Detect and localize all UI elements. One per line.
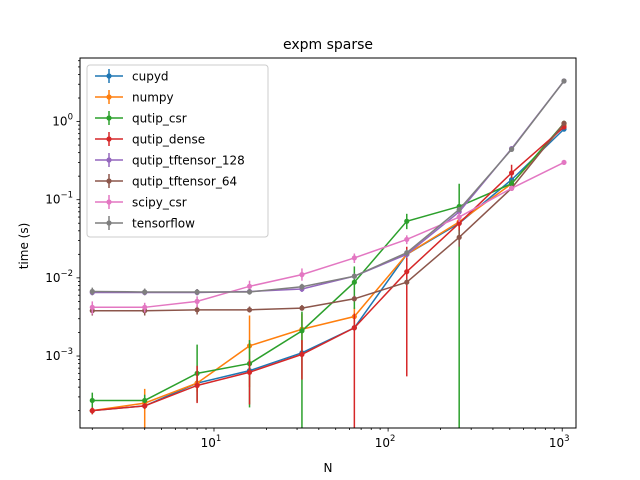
legend-swatch-marker	[106, 178, 112, 184]
data-point-scipy_csr-9	[561, 159, 567, 166]
data-point-qutip_csr-0	[89, 397, 95, 404]
data-point-qutip_csr-1	[142, 397, 148, 404]
data-point-qutip_tftensor_64-2	[194, 307, 200, 313]
data-point-scipy_csr-6	[404, 236, 410, 243]
data-point-tensorflow-6	[404, 250, 410, 256]
legend-label-qutip_tftensor_64: qutip_tftensor_64	[132, 175, 237, 189]
data-point-qutip_dense-6	[404, 269, 410, 275]
legend-label-qutip_dense: qutip_dense	[132, 133, 205, 147]
legend-entry-scipy_csr: scipy_csr	[95, 195, 187, 210]
series-line-qutip_dense	[92, 126, 565, 412]
data-point-qutip_tftensor_64-6	[404, 279, 410, 285]
legend-label-qutip_tftensor_128: qutip_tftensor_128	[132, 154, 245, 168]
legend: cupyd numpy qutip_csr qutip_dense qutip_tfte…	[86, 64, 269, 238]
legend-label-scipy_csr: scipy_csr	[132, 196, 187, 210]
y-axis-label: time (s)	[17, 223, 31, 270]
legend-entry-qutip_tftensor_128: qutip_tftensor_128	[95, 153, 245, 168]
data-point-scipy_csr-2	[194, 298, 200, 304]
y-tick-label-0.001: 10−3	[45, 347, 73, 363]
data-point-tensorflow-8	[508, 146, 515, 153]
data-point-tensorflow-7	[456, 206, 462, 213]
data-point-tensorflow-1	[142, 289, 148, 295]
legend-box	[86, 64, 269, 238]
data-point-qutip_csr-8	[508, 181, 515, 187]
data-point-scipy_csr-5	[351, 255, 357, 261]
data-point-qutip_dense-7	[456, 220, 462, 226]
data-point-tensorflow-5	[351, 273, 357, 279]
data-point-tensorflow-3	[246, 289, 253, 295]
data-point-scipy_csr-4	[299, 272, 305, 278]
x-tick-label-100: 102	[375, 434, 396, 450]
legend-swatch-marker	[106, 115, 112, 121]
data-point-tensorflow-4	[299, 284, 305, 290]
legend-entry-qutip_tftensor_64: qutip_tftensor_64	[95, 174, 237, 189]
data-point-qutip_csr-6	[404, 218, 410, 224]
data-point-qutip_dense-1	[142, 403, 148, 409]
data-point-qutip_tftensor_64-9	[561, 120, 567, 126]
legend-swatch-marker	[106, 157, 112, 163]
data-point-scipy_csr-1	[142, 304, 148, 310]
chart-title: expm sparse	[283, 37, 373, 53]
legend-swatch-marker	[106, 220, 112, 226]
series-line-qutip_tftensor_64	[92, 122, 565, 312]
series-tensorflow	[89, 78, 567, 296]
x-tick-label-1000: 103	[549, 434, 570, 450]
series-line-scipy_csr	[92, 161, 565, 309]
legend-swatch-marker	[106, 73, 112, 79]
data-point-qutip_dense-4	[299, 351, 305, 357]
legend-label-qutip_csr: qutip_csr	[132, 112, 187, 126]
legend-entry-tensorflow: tensorflow	[95, 216, 195, 231]
series-line-qutip_csr	[92, 122, 565, 402]
data-point-qutip_tftensor_64-3	[246, 307, 253, 313]
data-point-scipy_csr-8	[508, 185, 515, 191]
legend-entry-qutip_csr: qutip_csr	[95, 111, 187, 126]
data-point-qutip_dense-0	[89, 408, 95, 414]
data-point-scipy_csr-3	[246, 283, 253, 289]
data-point-scipy_csr-0	[89, 304, 95, 310]
data-point-tensorflow-2	[194, 289, 200, 295]
data-point-qutip_csr-5	[351, 279, 357, 285]
legend-swatch-marker	[106, 136, 112, 142]
legend-entry-cupyd: cupyd	[95, 69, 169, 84]
series-line-tensorflow	[92, 80, 565, 293]
series-qutip_dense	[89, 124, 567, 428]
legend-swatch-marker	[106, 199, 112, 205]
legend-label-tensorflow: tensorflow	[132, 217, 195, 231]
legend-label-cupyd: cupyd	[132, 70, 169, 84]
plot-series-group	[89, 78, 567, 428]
y-tick-label-0.1: 10−1	[45, 191, 73, 207]
data-point-qutip_dense-5	[351, 325, 357, 331]
data-point-qutip_dense-2	[194, 382, 200, 389]
data-point-qutip_tftensor_64-5	[351, 296, 357, 302]
y-tick-label-0.01: 10−2	[45, 269, 73, 285]
x-axis-label: N	[324, 461, 333, 475]
data-point-qutip_tftensor_64-7	[456, 234, 462, 240]
data-point-qutip_csr-4	[299, 328, 305, 334]
legend-entry-qutip_dense: qutip_dense	[95, 132, 205, 147]
series-scipy_csr	[89, 159, 567, 315]
x-tick-label-10: 101	[201, 434, 222, 450]
legend-label-numpy: numpy	[132, 91, 174, 105]
data-point-tensorflow-9	[561, 78, 567, 84]
data-point-tensorflow-0	[89, 288, 95, 295]
axis-ticks-group: 101 102 103 10−3 10−2 10−1 100	[45, 60, 570, 450]
plot-area-frame	[79, 57, 577, 429]
data-point-qutip_dense-3	[246, 369, 253, 375]
legend-swatch-marker	[106, 94, 112, 100]
data-point-qutip_dense-8	[508, 170, 515, 176]
data-point-qutip_tftensor_64-4	[299, 305, 305, 311]
y-tick-label-1: 100	[52, 113, 73, 129]
legend-entry-numpy: numpy	[95, 90, 174, 105]
data-point-scipy_csr-7	[456, 214, 462, 220]
